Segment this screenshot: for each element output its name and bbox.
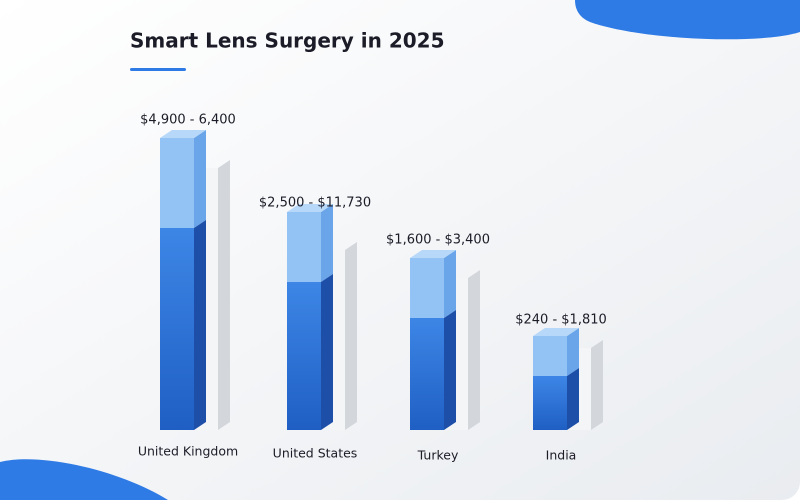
bar-side-upper [321,204,333,282]
bar-upper [410,258,444,318]
ghost-bar-side [468,270,480,430]
bar-side-lower [321,274,333,430]
bar-top [160,130,206,138]
title-underline [130,68,186,71]
category-label: United States [273,446,358,461]
bar-top [533,328,579,336]
bar-lower [533,376,567,430]
bar-upper [287,212,321,282]
category-label: Turkey [417,448,459,463]
bar-top [287,204,333,212]
bar-side-lower [444,310,456,430]
bar-side-upper [567,328,579,376]
bar-lower [287,282,321,430]
bar-upper [160,138,194,228]
ghost-bar-side [591,340,603,430]
corner-blob [0,459,168,500]
bar-side-lower [194,220,206,430]
price-label: $1,600 - $3,400 [386,233,490,248]
corner-blob [575,0,800,40]
bar-side-upper [444,250,456,318]
price-label: $4,900 - 6,400 [140,113,236,128]
price-label: $2,500 - $11,730 [259,196,371,211]
bars: $4,900 - 6,400 United Kingdom $2,500 - $11… [138,113,607,463]
title: Smart Lens Surgery in 2025 [130,29,445,53]
bar-upper [533,336,567,376]
bar-lower [160,228,194,430]
bar-lower [410,318,444,430]
category-label: India [546,448,577,463]
ghost-bar-side [345,242,357,430]
bar-side-upper [194,130,206,228]
bar-side-lower [567,368,579,430]
price-label: $240 - $1,810 [515,313,607,328]
ghost-bar-side [218,160,230,430]
category-label: United Kingdom [138,444,238,459]
bar-top [410,250,456,258]
